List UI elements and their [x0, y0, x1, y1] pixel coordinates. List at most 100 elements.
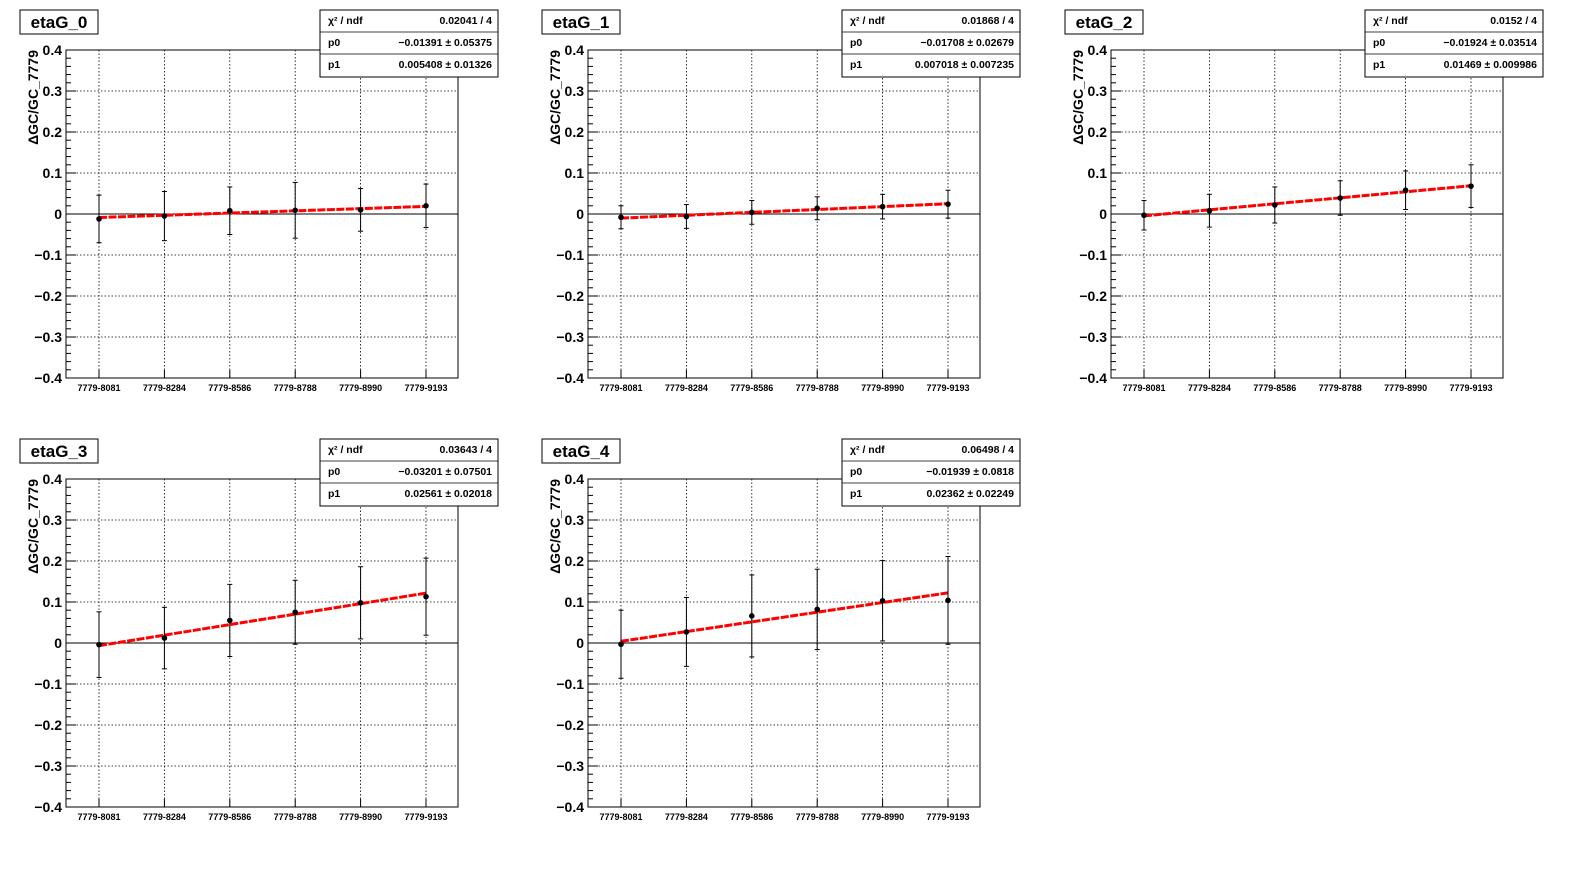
point-marker — [292, 207, 299, 214]
panel-title: etaG_1 — [553, 13, 610, 32]
x-tick-label: 7779-8990 — [339, 812, 382, 822]
y-tick-label: −0.1 — [1079, 247, 1107, 263]
title-frame — [19, 9, 99, 35]
point-marker — [227, 207, 233, 214]
point-marker — [292, 609, 299, 616]
plot-frame — [1110, 49, 1504, 379]
point-marker — [749, 613, 755, 619]
y-tick-label: 0 — [1099, 206, 1107, 222]
x-tick-label: 7779-9193 — [404, 383, 447, 393]
panel-title-box: etaG_3 — [19, 438, 99, 464]
point-marker — [683, 213, 690, 220]
y-tick-label: 0.1 — [565, 594, 585, 610]
y-tick-label: 0.4 — [565, 42, 585, 58]
stats-label: p0 — [850, 37, 862, 49]
x-tick-label: 7779-8081 — [599, 812, 642, 822]
y-tick-label: −0.3 — [1079, 329, 1107, 345]
x-tick-label: 7779-8586 — [730, 383, 773, 393]
point-marker — [96, 216, 102, 222]
data-point — [683, 204, 690, 229]
y-tick-label: −0.1 — [556, 247, 584, 263]
plot-frame — [587, 49, 981, 379]
panel-etaG_3: −0.4 −0.3 −0.2 −0.1 0 0.1 0.2 0.3 0.4 7779-8081 77… — [19, 438, 499, 822]
plot-frame — [65, 49, 459, 379]
data-point — [96, 194, 102, 244]
y-tick-label: 0.2 — [1088, 124, 1108, 140]
data-point — [749, 574, 755, 658]
point-marker — [879, 597, 886, 604]
y-tick-label: 0.2 — [565, 124, 585, 140]
y-tick-label: 0.4 — [43, 42, 63, 58]
data-point — [749, 199, 755, 225]
stats-frame — [841, 438, 1021, 507]
stats-label: p1 — [850, 59, 862, 71]
title-frame — [541, 438, 621, 464]
stats-label: p1 — [328, 59, 340, 71]
y-axis-label: ΔGC/GC_7779 — [25, 50, 41, 145]
point-marker — [1402, 187, 1409, 194]
x-tick-label: 7779-8284 — [143, 383, 186, 393]
stats-label: p1 — [328, 488, 340, 500]
data-point — [945, 555, 951, 645]
panel-title-box: etaG_4 — [541, 438, 621, 464]
point-marker — [1468, 183, 1474, 189]
data-point — [423, 557, 429, 636]
stats-value: 0.02561 ± 0.02018 — [404, 488, 492, 500]
y-axis-label: ΔGC/GC_7779 — [547, 479, 563, 574]
x-tick-label: 7779-8586 — [730, 812, 773, 822]
data-point — [618, 609, 624, 679]
x-tick-label: 7779-8990 — [861, 812, 904, 822]
data-point — [96, 611, 102, 678]
x-tick-label: 7779-9193 — [926, 812, 969, 822]
stats-box: χ² / ndf 0.06498 / 4 p0 −0.01939 ± 0.0818 p1… — [841, 438, 1021, 507]
y-tick-label: 0.4 — [1088, 42, 1108, 58]
point-marker — [161, 635, 168, 641]
stats-value: 0.007018 ± 0.007235 — [915, 59, 1014, 71]
stats-box: χ² / ndf 0.0152 / 4 p0 −0.01924 ± 0.03514 p1… — [1364, 9, 1544, 78]
stats-value: 0.06498 / 4 — [961, 444, 1014, 456]
y-tick-label: −0.4 — [1079, 370, 1107, 386]
y-tick-label: 0 — [576, 635, 584, 651]
y-tick-label: −0.4 — [556, 799, 584, 815]
stats-label: χ² / ndf — [328, 444, 363, 456]
stats-value: −0.01924 ± 0.03514 — [1443, 37, 1537, 49]
y-axis-label: ΔGC/GC_7779 — [1070, 50, 1086, 145]
x-tick-label: 7779-8788 — [796, 812, 839, 822]
fit-line — [98, 204, 427, 219]
x-tick-label: 7779-8788 — [1319, 383, 1362, 393]
data-point — [945, 189, 951, 219]
fit-line — [620, 202, 949, 220]
fit-line — [620, 591, 949, 643]
point-marker — [945, 597, 951, 604]
y-tick-label: 0 — [54, 635, 62, 651]
x-tick-label: 7779-9193 — [926, 383, 969, 393]
x-tick-label: 7779-8586 — [1253, 383, 1296, 393]
point-marker — [227, 617, 233, 624]
panel-title: etaG_2 — [1076, 13, 1133, 32]
x-tick-label: 7779-9193 — [1449, 383, 1492, 393]
y-tick-label: −0.4 — [34, 370, 62, 386]
point-marker — [879, 203, 886, 210]
stats-box: χ² / ndf 0.03643 / 4 p0 −0.03201 ± 0.07501 p… — [319, 438, 499, 507]
y-tick-label: −0.3 — [34, 329, 62, 345]
stats-label: p0 — [328, 466, 340, 478]
data-point — [1337, 180, 1343, 216]
stats-label: χ² / ndf — [850, 15, 885, 27]
y-tick-label: 0.3 — [565, 83, 585, 99]
stats-value: −0.01708 ± 0.02679 — [920, 37, 1014, 49]
title-frame — [1064, 9, 1144, 35]
x-tick-label: 7779-8081 — [599, 383, 642, 393]
y-tick-label: 0.3 — [43, 83, 63, 99]
data-point — [1468, 164, 1474, 208]
panel-title: etaG_0 — [31, 13, 88, 32]
y-tick-label: −0.4 — [34, 799, 62, 815]
stats-value: 0.01868 / 4 — [961, 15, 1014, 27]
point-marker — [423, 593, 429, 600]
x-tick-label: 7779-8990 — [1384, 383, 1427, 393]
data-point — [423, 183, 429, 229]
point-marker — [1206, 207, 1213, 214]
data-point — [1402, 170, 1409, 210]
y-tick-label: 0.2 — [43, 553, 63, 569]
y-tick-label: 0.4 — [565, 471, 585, 487]
point-marker — [814, 606, 820, 613]
